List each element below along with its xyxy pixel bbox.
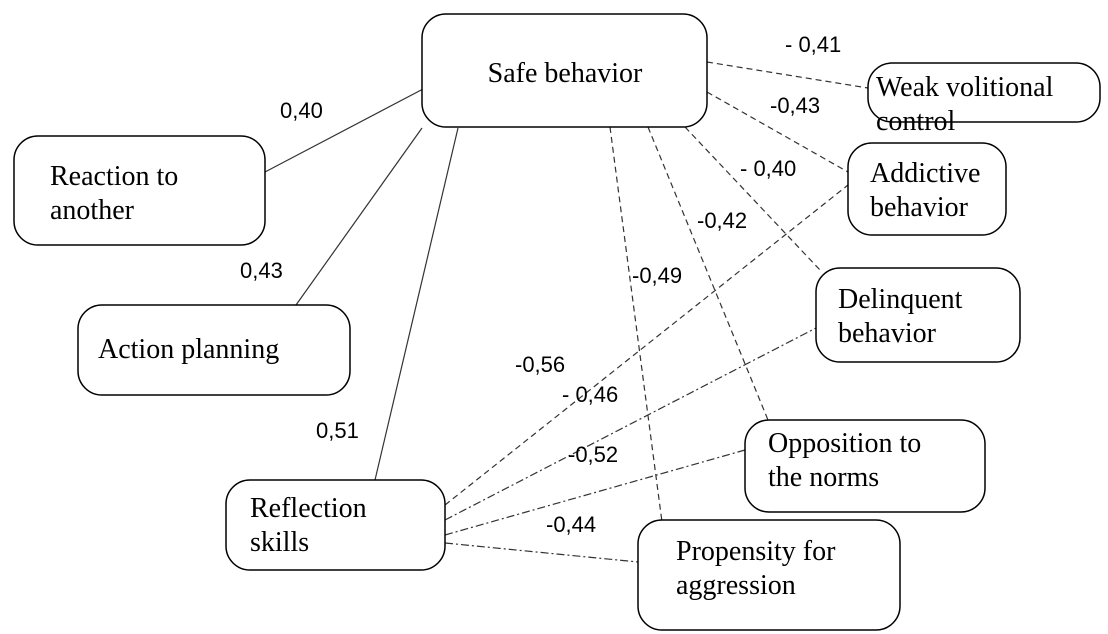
node-label: Delinquent [838,284,963,315]
edge-label: -0,49 [632,263,682,288]
node-label: Weak volitional [876,72,1054,103]
node-box [13,135,266,246]
node-box [744,419,986,513]
connector [444,542,639,563]
edge-label: 0,40 [280,98,323,123]
node-label: Reflection [250,493,367,524]
node-label: another [50,195,135,226]
node-label: Action planning [98,334,279,365]
node-label: Reaction to [50,161,178,192]
node-label: behavior [870,192,969,223]
edge-label: 0,51 [316,418,359,443]
connector [684,126,821,271]
node-box [815,267,1021,363]
node-label: behavior [838,318,937,349]
connector [706,61,869,89]
node-label: Addictive [870,158,980,189]
node-box [637,519,901,631]
connector [609,126,663,523]
node-label: Safe behavior [488,58,643,89]
node-box [225,479,446,571]
node-box [847,142,1007,236]
node-box [421,13,708,128]
connector [647,126,769,421]
connector [295,127,423,306]
edge-label: 0,43 [240,258,283,283]
connector [444,449,746,536]
edge-label: -0,44 [546,512,596,537]
node-label: control [876,106,956,137]
node-label: Propensity for [676,536,836,567]
node-label: the norms [768,462,879,493]
connector [264,87,426,173]
edge-label: - 0,40 [740,156,796,181]
connector [444,327,817,521]
node-box [77,304,351,396]
edge-label: - 0,41 [785,32,841,57]
edge-label: -0,52 [568,442,618,467]
node-label: aggression [676,570,796,601]
edge-label: -0,42 [697,208,747,233]
edge-label: - 0,46 [562,382,618,407]
node-label: skills [250,527,309,558]
connector [374,127,459,481]
connector [706,91,849,173]
node-box [867,62,1101,123]
connector [444,184,849,506]
edge-label: -0,56 [515,352,565,377]
edge-label: -0,43 [770,93,820,118]
node-label: Opposition to [768,428,921,459]
